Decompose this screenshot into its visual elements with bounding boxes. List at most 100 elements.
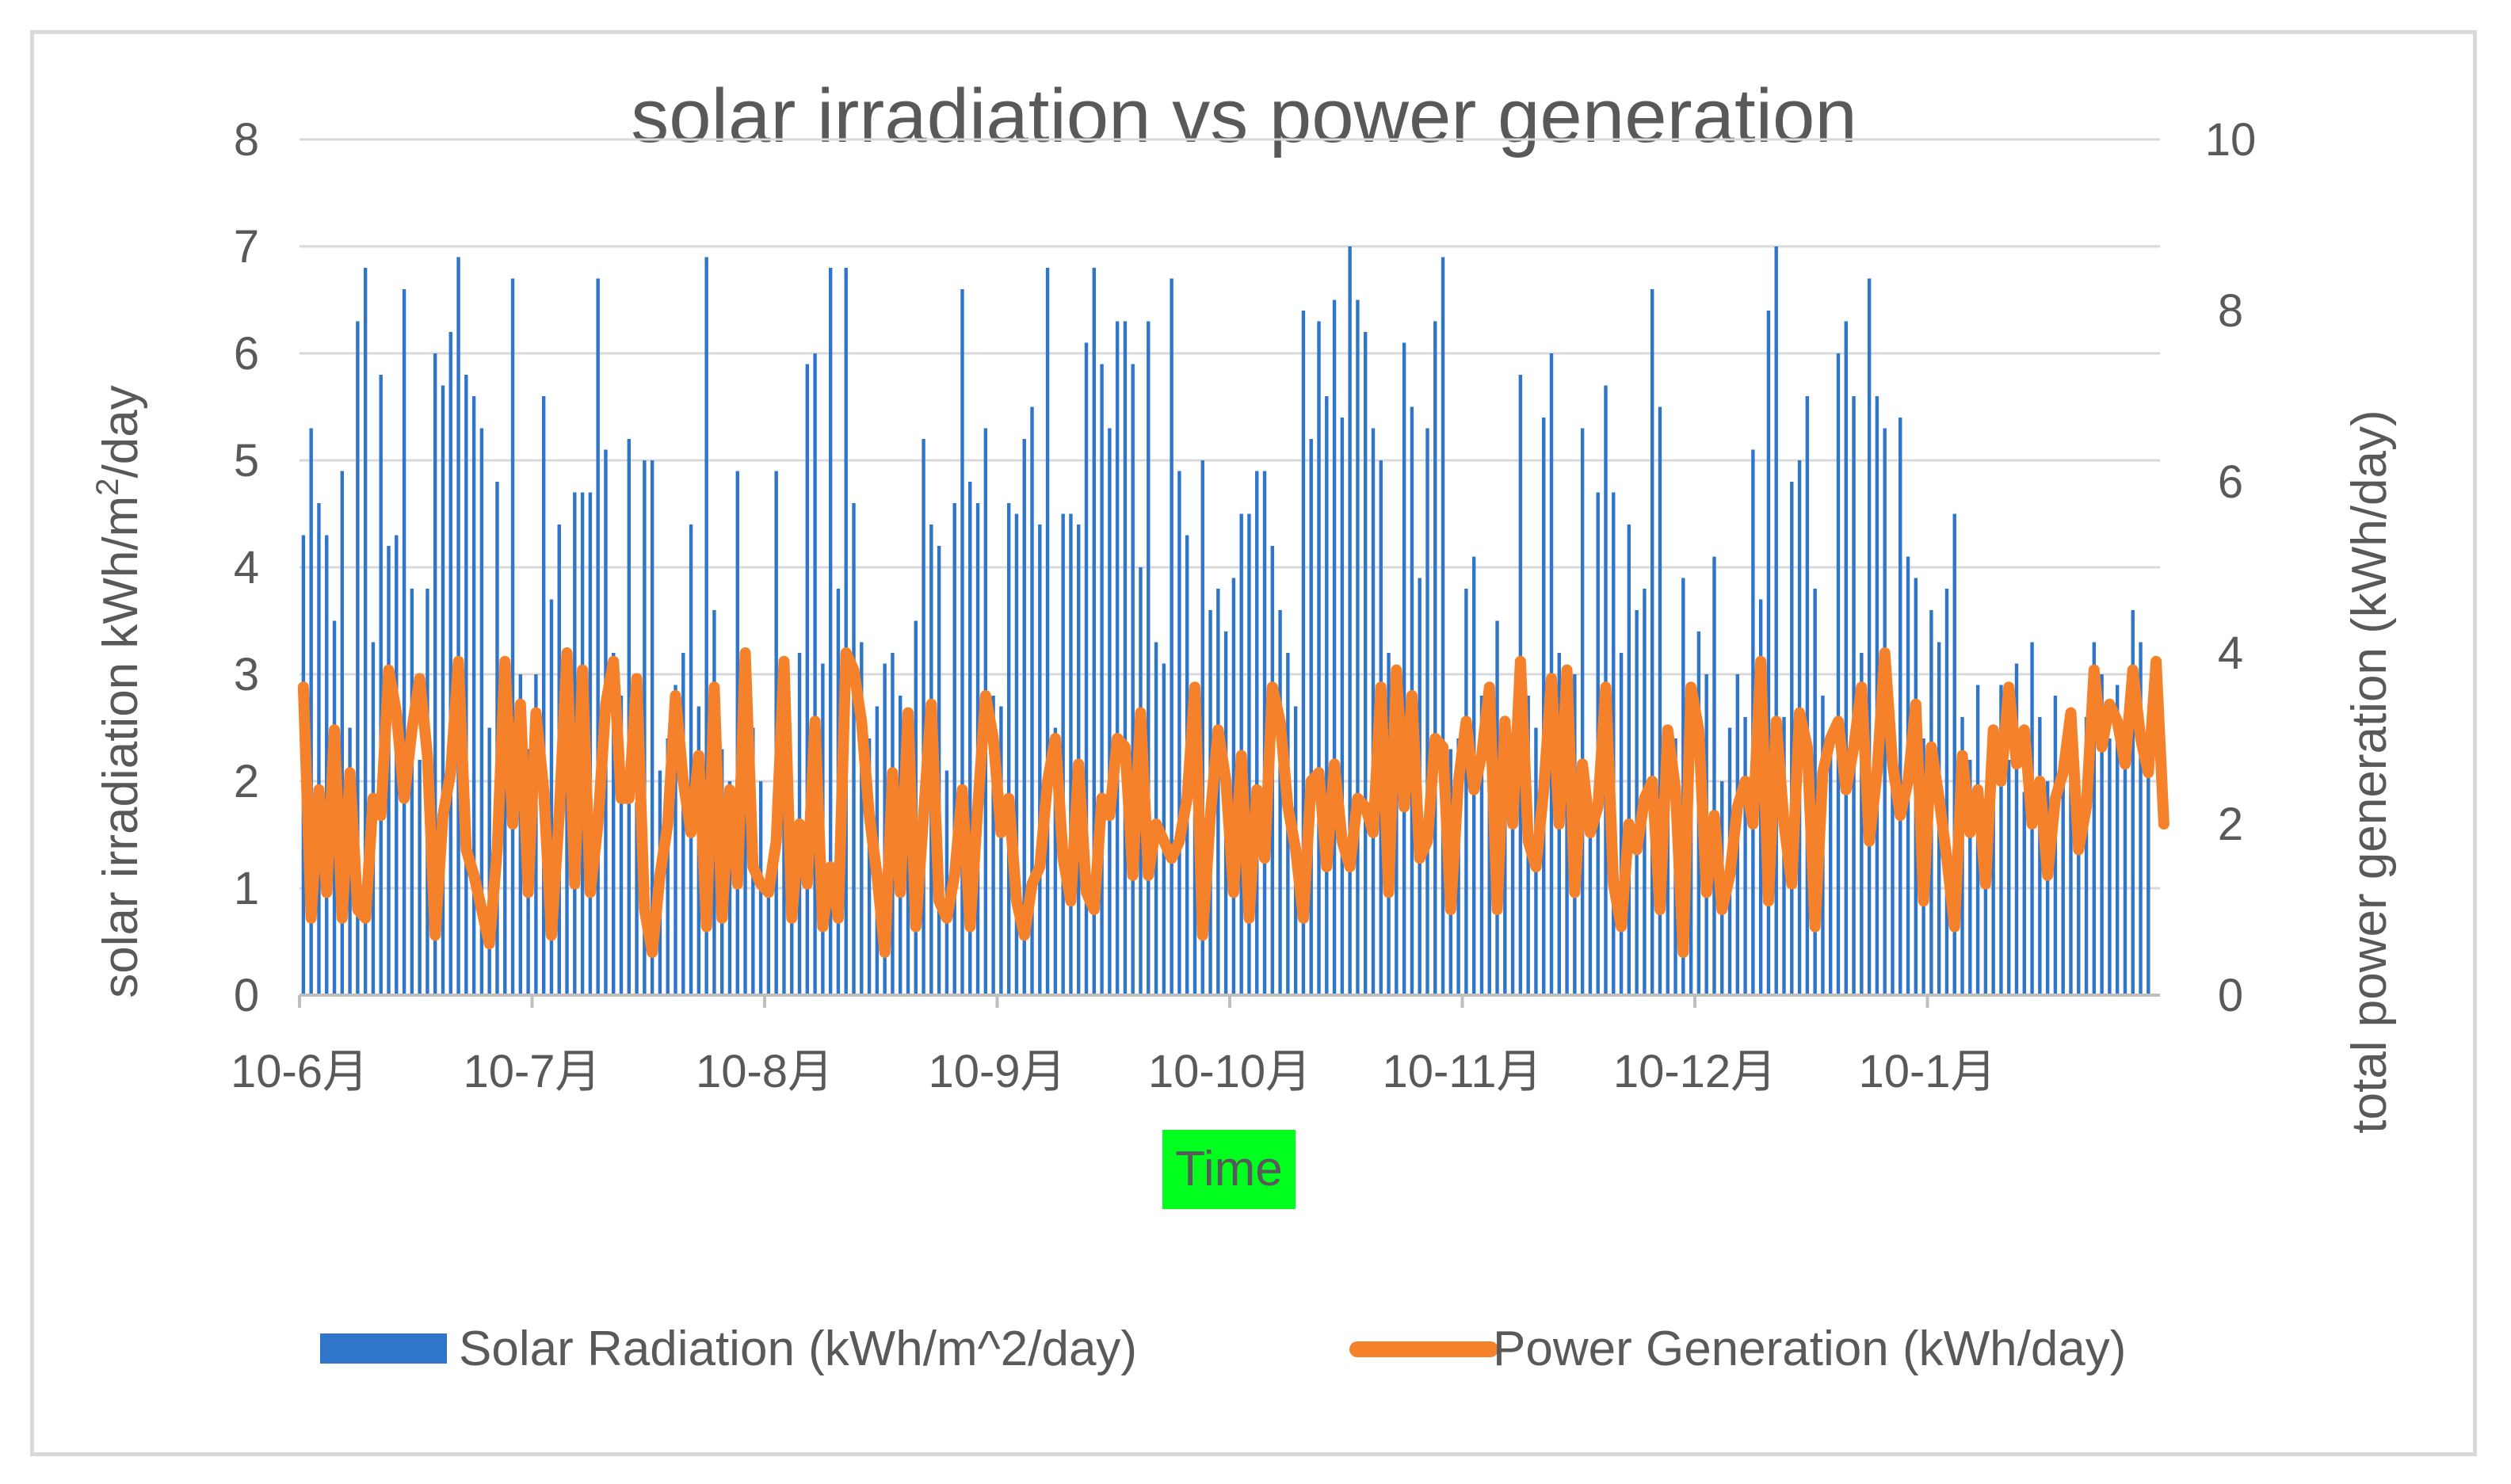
right-axis-title: total power generation (kWh/day) <box>2342 410 2397 1133</box>
solar-radiation-bar <box>1092 268 1096 995</box>
solar-radiation-bar <box>1364 332 1368 995</box>
solar-radiation-bar <box>1712 556 1716 995</box>
solar-radiation-bar <box>813 353 817 995</box>
solar-radiation-bar <box>1006 503 1011 995</box>
x-axis-title-highlight <box>1162 1130 1296 1209</box>
solar-radiation-bar <box>1123 321 1128 995</box>
solar-radiation-bar <box>968 482 972 995</box>
solar-radiation-bar <box>2123 749 2127 995</box>
solar-radiation-bar <box>410 589 414 995</box>
solar-radiation-bar <box>418 760 422 995</box>
solar-radiation-bar <box>1177 471 1181 995</box>
right-y-tick-label: 6 <box>2218 456 2243 508</box>
solar-radiation-bar <box>1301 311 1306 995</box>
solar-radiation-bar <box>503 781 507 995</box>
solar-radiation-bar <box>1170 278 1173 995</box>
solar-radiation-bar <box>1588 803 1593 995</box>
solar-radiation-bar <box>1108 428 1112 995</box>
solar-radiation-bar <box>612 653 616 995</box>
right-y-tick-label: 10 <box>2205 114 2257 166</box>
solar-radiation-bar <box>433 353 437 995</box>
solar-radiation-bar <box>2131 610 2135 995</box>
legend: Solar Radiation (kWh/m^2/day) Power Gene… <box>320 1322 2126 1376</box>
legend-label-solar-radiation: Solar Radiation (kWh/m^2/day) <box>459 1322 1137 1376</box>
left-y-tick-label: 5 <box>234 435 259 486</box>
solar-radiation-bar <box>471 396 476 995</box>
chart-svg: solar irradiation vs power generation 0 1… <box>90 74 2397 1376</box>
solar-radiation-bar <box>1479 696 1484 995</box>
solar-radiation-bar <box>1852 396 1856 995</box>
solar-radiation-bar <box>1200 460 1204 995</box>
solar-radiation-bar <box>1069 513 1073 995</box>
solar-radiation-bar <box>1790 482 1794 995</box>
solar-radiation-bar <box>309 428 313 995</box>
solar-radiation-bar <box>510 278 515 995</box>
left-y-tick-label: 1 <box>234 863 259 914</box>
chart-title: solar irradiation vs power generation <box>631 74 1857 158</box>
solar-radiation-bar <box>325 535 329 995</box>
solar-radiation-bar <box>2147 727 2150 995</box>
solar-radiation-bar <box>1542 418 1546 995</box>
solar-radiation-bar <box>643 460 647 995</box>
legend-label-power-generation: Power Generation (kWh/day) <box>1493 1322 2126 1376</box>
solar-radiation-bar <box>1147 321 1151 995</box>
solar-radiation-bar <box>456 257 460 995</box>
left-y-tick-label: 6 <box>234 328 259 380</box>
solar-radiation-bar <box>2100 674 2104 995</box>
right-y-tick-label: 0 <box>2218 970 2243 1021</box>
solar-radiation-bar <box>2077 845 2081 995</box>
solar-radiation-bar <box>860 642 864 995</box>
left-axis-title-main: solar irradiation kWh/m <box>93 496 148 998</box>
solar-radiation-bar <box>1968 760 1972 995</box>
x-tick-label: 10-10月 <box>1148 1046 1311 1097</box>
solar-radiation-bar <box>1650 289 1654 995</box>
solar-radiation-bar <box>922 439 925 995</box>
solar-radiation-bar <box>1395 685 1399 995</box>
solar-radiation-bar <box>1061 513 1065 995</box>
power-generation-line <box>297 647 2169 958</box>
solar-radiation-bar <box>2108 738 2112 995</box>
solar-radiation-bar <box>1053 727 1058 995</box>
solar-radiation-bar <box>441 385 445 995</box>
x-tick-labels: 10-6月 10-7月 10-8月 10-9月 10-10月 10-11月 10-12月 10… <box>231 1046 1997 1097</box>
left-y-tick-label: 7 <box>234 221 259 273</box>
x-axis-title: Time <box>1175 1142 1282 1196</box>
solar-radiation-bar <box>1836 353 1841 995</box>
solar-radiation-bar <box>1510 803 1515 995</box>
solar-radiation-bar <box>727 781 732 995</box>
solar-radiation-bar <box>666 738 670 995</box>
right-y-tick-label: 2 <box>2218 799 2243 850</box>
solar-radiation-bar <box>1899 418 1902 995</box>
solar-radiation-bar <box>2092 642 2097 995</box>
x-tick-label: 10-1月 <box>1858 1046 1996 1097</box>
solar-radiation-bar <box>2084 717 2089 995</box>
solar-radiation-bar <box>1262 471 1267 995</box>
solar-radiation-bar <box>1860 653 1864 995</box>
solar-radiation-bar <box>1619 653 1624 995</box>
left-y-tick-label: 0 <box>234 970 259 1021</box>
solar-radiation-bar <box>448 332 452 995</box>
solar-radiation-bar <box>1231 578 1236 995</box>
solar-radiation-bar <box>1216 589 1220 995</box>
solar-radiation-bar <box>999 706 1003 995</box>
solar-radiation-bar <box>867 738 872 995</box>
solar-radiation-bar <box>2045 781 2050 995</box>
solar-radiation-bar <box>2139 642 2143 995</box>
solar-radiation-bar <box>1131 364 1135 995</box>
solar-radiation-bar <box>379 375 383 995</box>
x-tick-label: 10-11月 <box>1382 1046 1542 1097</box>
solar-radiation-bar <box>479 428 484 995</box>
solar-radiation-bar <box>1580 428 1585 995</box>
solar-radiation-bar <box>1433 321 1437 995</box>
solar-radiation-bar <box>1565 696 1569 995</box>
solar-radiation-bar <box>681 653 685 995</box>
solar-radiation-bar <box>1278 610 1282 995</box>
solar-radiation-bar <box>1014 513 1019 995</box>
solar-radiation-bar <box>340 471 345 995</box>
solar-radiation-bar <box>1425 428 1429 995</box>
legend-swatch-solar-radiation <box>320 1333 447 1364</box>
solar-radiation-bar <box>1805 396 1810 995</box>
solar-radiation-bar <box>1983 877 1988 995</box>
solar-radiation-bar <box>1891 760 1895 995</box>
x-tick-label: 10-7月 <box>463 1046 601 1097</box>
